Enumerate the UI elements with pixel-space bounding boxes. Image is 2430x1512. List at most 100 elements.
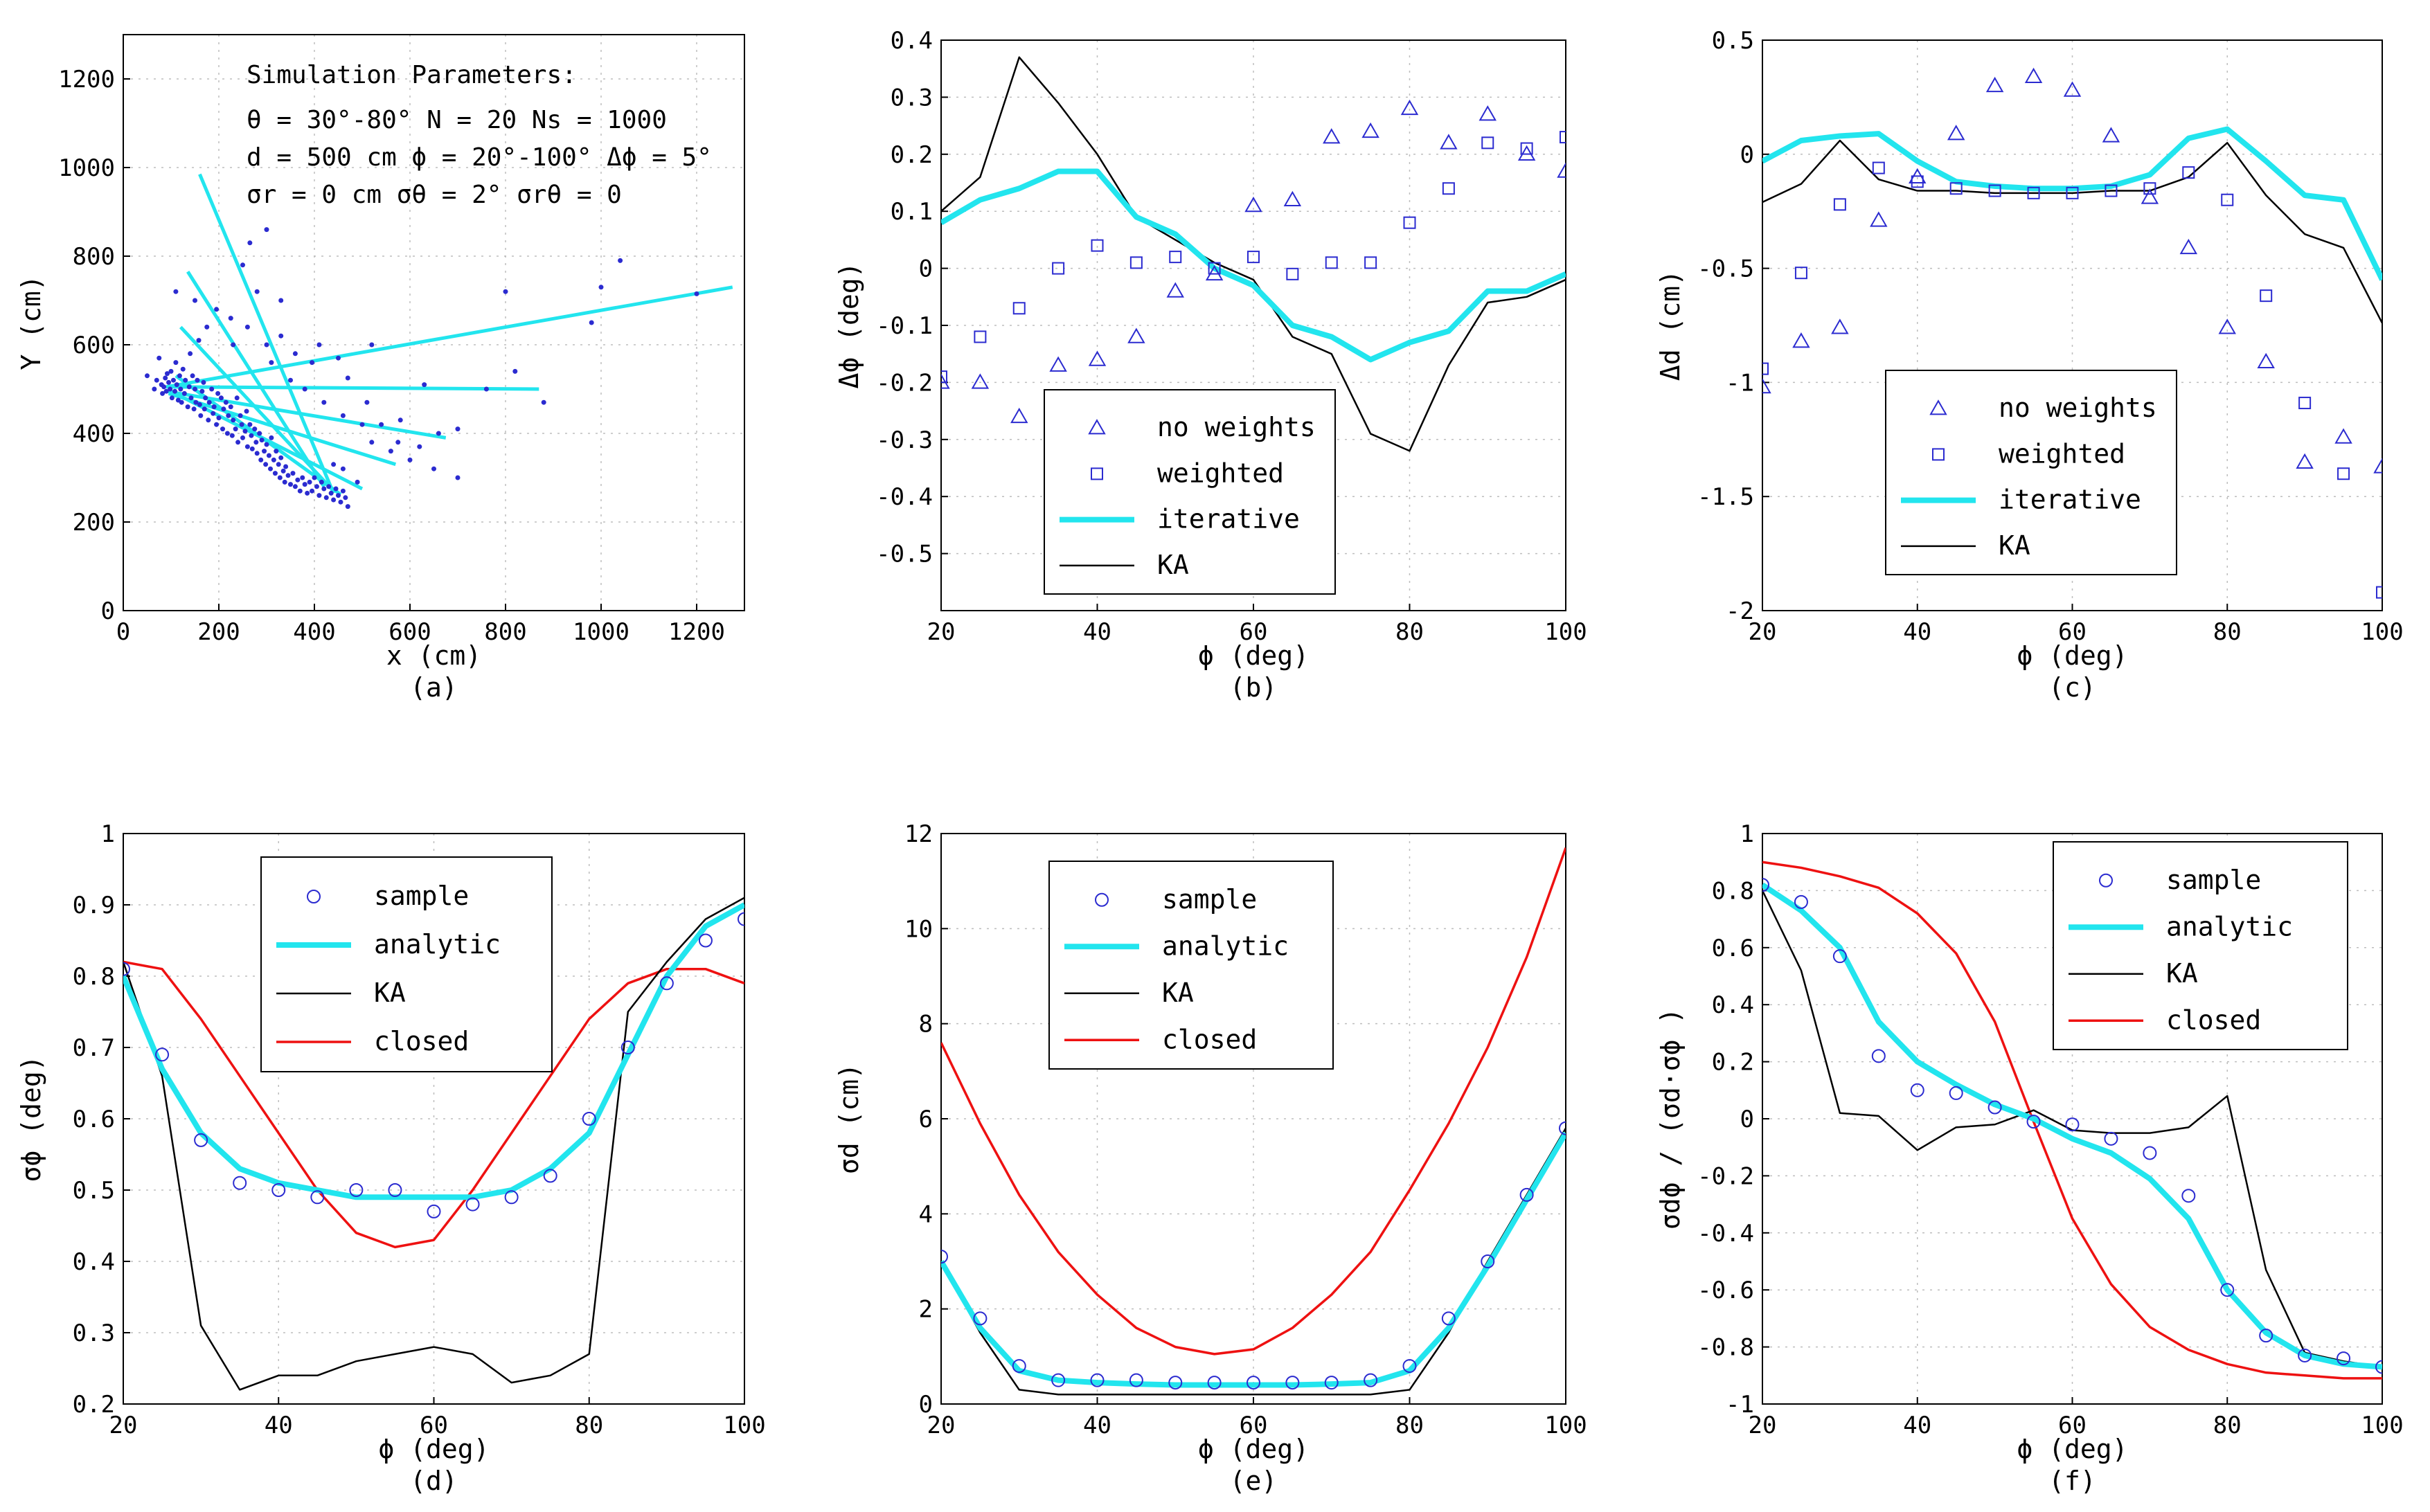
data-point	[316, 342, 322, 348]
data-point	[312, 475, 317, 480]
marker-no-weights	[2141, 188, 2159, 204]
data-point	[145, 373, 150, 379]
y-tick-label: 0.4	[891, 27, 933, 55]
marker-sample	[388, 1183, 402, 1197]
data-point	[483, 386, 489, 392]
legend-label: closed	[2166, 1005, 2261, 1035]
data-point	[160, 390, 166, 396]
series-line-closed	[1762, 861, 2382, 1380]
plot-area	[1762, 67, 2382, 599]
series-line-KA	[1762, 139, 2382, 324]
data-point	[209, 386, 215, 392]
marker-sample	[123, 962, 130, 976]
marker-sample	[2143, 1146, 2157, 1160]
plot-area	[145, 173, 733, 510]
marker-sample	[973, 1311, 988, 1326]
data-point	[278, 333, 284, 339]
data-point	[397, 417, 403, 423]
data-point	[512, 368, 518, 374]
data-point	[288, 377, 293, 383]
panel-f: 20 40 60 80 100 -1 -0.8 -0.6 -0.4 -0.2 0 0.2 0.4 0.6 0…	[1655, 820, 2404, 1496]
annotation-line: d = 500 cm ϕ = 20°-100° Δϕ = 5°	[247, 143, 712, 172]
data-point	[257, 431, 262, 436]
x-tick-label: 1000	[573, 618, 629, 646]
data-point	[436, 431, 441, 436]
x-tick-label: 60	[1240, 618, 1268, 646]
marker-no-weights	[2373, 458, 2382, 474]
marker-no-weights	[1205, 264, 1224, 281]
y-tick-label: 12	[904, 820, 933, 848]
data-point	[215, 390, 221, 396]
panel-b: 20 40 60 80 100 -0.5 -0.4 -0.3 -0.2 -0.1 0 0.1 0.2 0.…	[834, 27, 1587, 703]
marker-sample	[427, 1204, 441, 1218]
data-point	[295, 477, 301, 483]
marker-no-weights	[1478, 105, 1497, 121]
marker-no-weights	[1557, 162, 1566, 178]
x-tick-label: 20	[1749, 618, 1777, 646]
data-point	[422, 382, 427, 388]
plot-area	[1762, 861, 2382, 1380]
data-point	[331, 462, 337, 467]
y-tick-label: -0.4	[1697, 1220, 1754, 1248]
marker-sample	[504, 1190, 519, 1205]
x-tick-label: 40	[1083, 1412, 1111, 1439]
data-point	[214, 422, 220, 427]
marker-weighted	[1129, 256, 1143, 269]
data-point	[223, 399, 229, 405]
marker-sample	[2375, 1360, 2382, 1374]
marker-weighted	[2182, 166, 2195, 179]
x-axis-label: ϕ (deg)	[378, 1434, 489, 1464]
y-tick-label: -0.4	[876, 483, 933, 511]
marker-no-weights	[1400, 99, 1419, 116]
marker-weighted	[2298, 397, 2312, 410]
marker-sample	[465, 1197, 480, 1212]
marker-no-weights	[1440, 134, 1458, 150]
data-point	[249, 433, 254, 438]
data-point	[321, 486, 327, 492]
data-point	[359, 422, 365, 427]
marker-sample	[659, 976, 674, 991]
x-axis-label: ϕ (deg)	[1198, 1434, 1309, 1464]
panel-subtitle: (a)	[410, 672, 458, 703]
data-point	[288, 482, 293, 487]
plot-area	[941, 847, 1566, 1396]
marker-sample	[1832, 949, 1847, 964]
marker-no-weights	[1283, 190, 1302, 206]
y-tick-label: -0.5	[1697, 255, 1754, 283]
data-point	[268, 466, 274, 471]
data-point	[272, 471, 278, 476]
marker-weighted	[1988, 184, 2001, 197]
series-line-KA	[123, 897, 744, 1391]
data-point	[201, 379, 206, 385]
data-point	[333, 486, 339, 492]
series-line-analytic	[941, 1131, 1566, 1388]
x-tick-label: 80	[575, 1412, 603, 1439]
data-point	[340, 466, 346, 471]
y-tick-label: -0.1	[876, 312, 933, 340]
data-point	[216, 415, 222, 421]
legend-label: iterative	[1999, 485, 2141, 515]
marker-sample	[1012, 1359, 1026, 1374]
y-axis-label: Y (cm)	[16, 275, 46, 370]
y-tick-label: 0.4	[73, 1248, 115, 1276]
x-axis-label: ϕ (deg)	[1198, 640, 1309, 671]
y-tick-label: 0	[1740, 1106, 1754, 1133]
data-point	[407, 457, 413, 462]
y-tick-label: 0	[1740, 141, 1754, 169]
data-point	[395, 440, 401, 445]
marker-weighted	[1325, 256, 1338, 269]
panel-a: 0 200 400 600 800 1000 1200 0 200 400 600 800 1000 12…	[16, 34, 745, 703]
data-point	[340, 488, 346, 494]
data-point	[170, 377, 176, 383]
data-point	[254, 451, 260, 456]
x-tick-label: 100	[2361, 618, 2403, 646]
data-point	[177, 373, 182, 379]
x-tick-label: 200	[197, 618, 240, 646]
legend: sample analytic KA closed	[1048, 861, 1334, 1070]
marker-no-weights	[2296, 453, 2314, 469]
marker-no-weights	[1792, 332, 1810, 348]
marker-weighted	[1442, 182, 1455, 195]
marker-weighted	[1794, 267, 1807, 280]
plot-area	[941, 56, 1566, 452]
data-point	[181, 390, 187, 396]
